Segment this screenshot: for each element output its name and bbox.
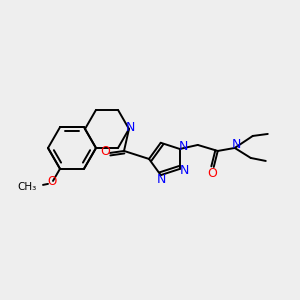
- Text: O: O: [207, 167, 217, 181]
- Text: N: N: [179, 140, 188, 154]
- Text: N: N: [125, 122, 135, 134]
- Text: N: N: [180, 164, 189, 177]
- Text: CH₃: CH₃: [18, 182, 37, 192]
- Text: O: O: [47, 176, 57, 188]
- Text: N: N: [232, 139, 242, 152]
- Text: N: N: [157, 172, 167, 186]
- Text: O: O: [100, 146, 110, 158]
